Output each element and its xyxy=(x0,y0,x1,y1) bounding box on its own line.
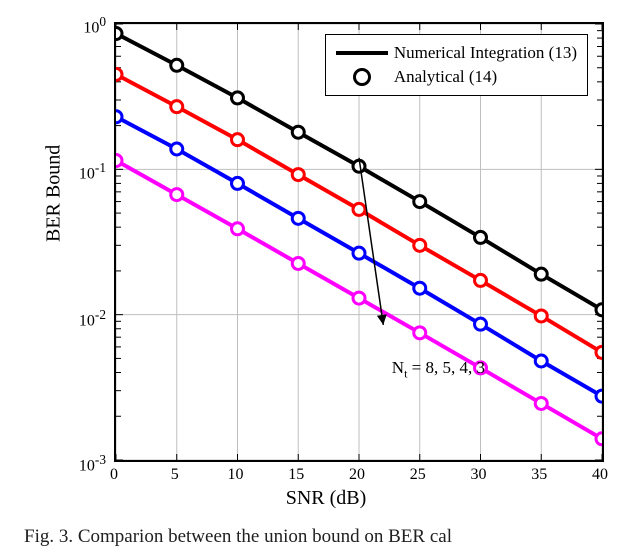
legend-item-analytical: Analytical (14) xyxy=(336,65,577,89)
ytick-1e-2: 10-2 xyxy=(46,307,106,330)
xtick-10: 10 xyxy=(221,466,251,484)
legend-label: Analytical (14) xyxy=(394,67,497,87)
ytick-1e0: 100 xyxy=(46,14,106,37)
x-axis-label: SNR (dB) xyxy=(286,487,367,510)
xtick-25: 25 xyxy=(403,466,433,484)
xtick-30: 30 xyxy=(464,466,494,484)
ytick-1e-1: 10-1 xyxy=(46,160,106,183)
legend-label: Numerical Integration (13) xyxy=(394,43,577,63)
xtick-5: 5 xyxy=(160,466,190,484)
xtick-0: 0 xyxy=(99,466,129,484)
legend-marker-icon xyxy=(336,67,388,87)
legend-line-icon xyxy=(336,51,388,55)
annotation-nt: Nt = 8, 5, 4, 3 xyxy=(392,358,485,381)
figure-caption: Fig. 3. Comparion between the union boun… xyxy=(24,526,640,548)
plot-area: Numerical Integration (13) Analytical (1… xyxy=(114,22,604,462)
xtick-20: 20 xyxy=(342,466,372,484)
xtick-15: 15 xyxy=(281,466,311,484)
xtick-40: 40 xyxy=(585,466,615,484)
figure-container: BER Bound 100 10-1 10-2 10-3 Numerical I… xyxy=(36,12,616,512)
ytick-1e-3: 10-3 xyxy=(46,452,106,475)
legend: Numerical Integration (13) Analytical (1… xyxy=(325,34,588,96)
legend-item-numerical: Numerical Integration (13) xyxy=(336,41,577,65)
xtick-35: 35 xyxy=(524,466,554,484)
